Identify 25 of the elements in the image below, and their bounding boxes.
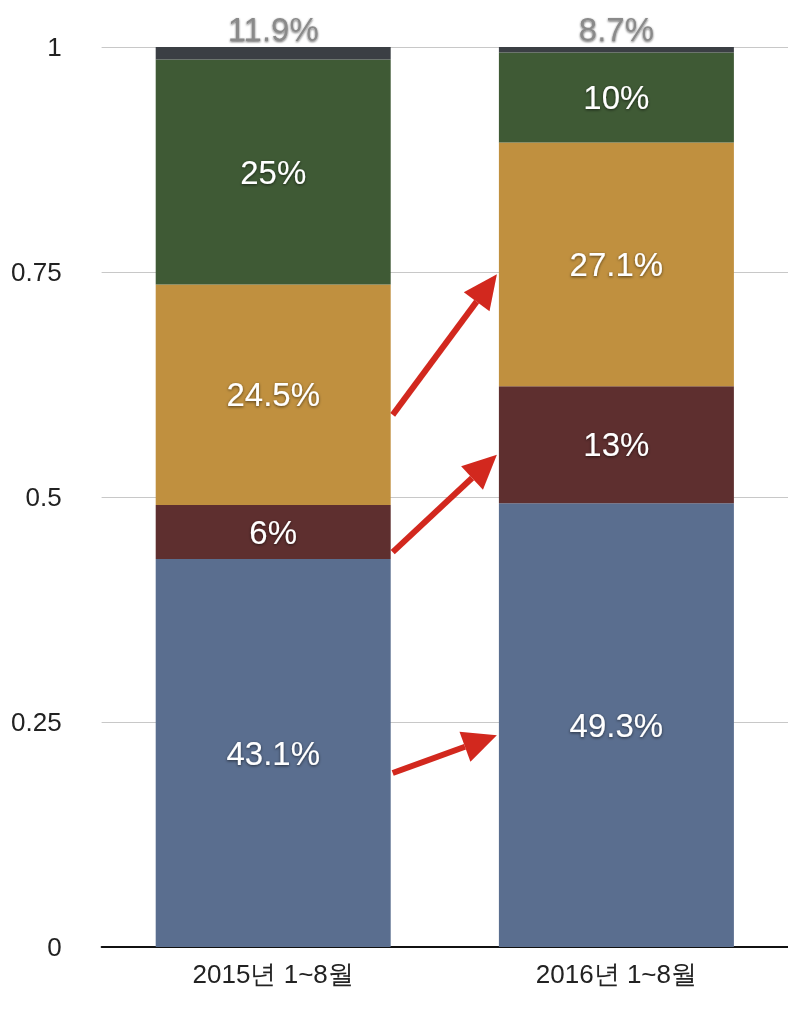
y-tick-label: 1 <box>47 32 62 62</box>
bar <box>498 503 734 947</box>
bar <box>155 59 391 285</box>
data-label: 13% <box>583 426 650 464</box>
y-tick-label: 0.5 <box>25 482 62 512</box>
data-label: 25% <box>240 153 307 191</box>
x-tick-label: 2015년 1~8월 <box>192 959 354 989</box>
data-label: 49.3% <box>569 706 664 744</box>
bar <box>498 47 734 53</box>
x-tick-label: 2016년 1~8월 <box>535 959 697 989</box>
bar <box>498 386 734 504</box>
data-label: 27.1% <box>569 245 664 283</box>
data-label: 43.1% <box>226 734 320 772</box>
data-label: 10% <box>583 78 650 116</box>
data-label: 24.5% <box>226 376 320 414</box>
y-tick-label: 0.25 <box>10 707 62 737</box>
y-tick-label: 0 <box>47 932 62 962</box>
y-tick-label: 0.75 <box>10 257 62 287</box>
annotation: 11.9% <box>227 11 319 48</box>
bar <box>155 559 391 947</box>
data-label: 6% <box>249 513 298 551</box>
bar <box>498 52 734 143</box>
bar <box>155 47 391 60</box>
annotation: 8.7% <box>578 11 655 48</box>
bar <box>498 142 734 387</box>
